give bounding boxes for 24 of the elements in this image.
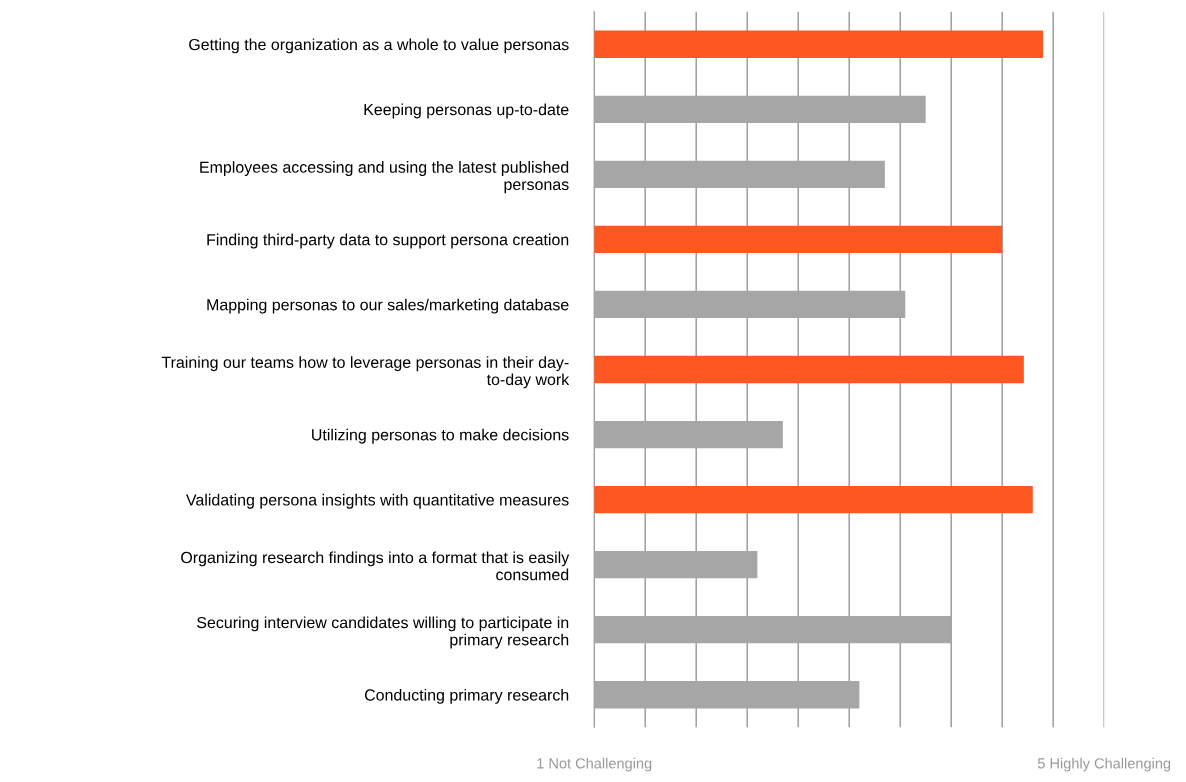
bar (594, 616, 952, 644)
bar (594, 485, 1033, 514)
y-tick-label: Validating persona insights with quantitative measures (186, 493, 569, 509)
x-tick-label: 1 Not Challenging (537, 757, 652, 772)
bar (594, 160, 885, 189)
y-tick-label: Finding third-party data to support persona creation (207, 233, 569, 249)
y-tick-label: Employees accessing and using the latest published personas (200, 161, 569, 194)
bar (594, 420, 783, 449)
y-tick-label: Organizing research findings into a format that is easily consumed (181, 551, 570, 581)
y-tick-label: Getting the organization as a whole to value personas (189, 38, 569, 54)
bar (594, 95, 926, 123)
y-tick-label: Mapping personas to our sales/marketing database (207, 298, 569, 314)
bar (594, 290, 906, 319)
y-tick-label: Conducting primary research (364, 688, 569, 704)
y-tick-label: Securing interview candidates willing to participate in primary research (197, 616, 569, 649)
bar (594, 355, 1024, 384)
bar (594, 681, 860, 709)
bar (594, 550, 758, 579)
y-tick-label: Utilizing personas to make decisions (312, 428, 569, 444)
y-tick-label: Training our teams how to leverage personas in their day- to-day work (161, 356, 570, 389)
bar (594, 225, 1003, 254)
bar (594, 30, 1043, 58)
y-tick-label: Keeping personas up-to-date (364, 103, 569, 119)
x-tick-label: 5 Highly Challenging (1037, 757, 1171, 772)
